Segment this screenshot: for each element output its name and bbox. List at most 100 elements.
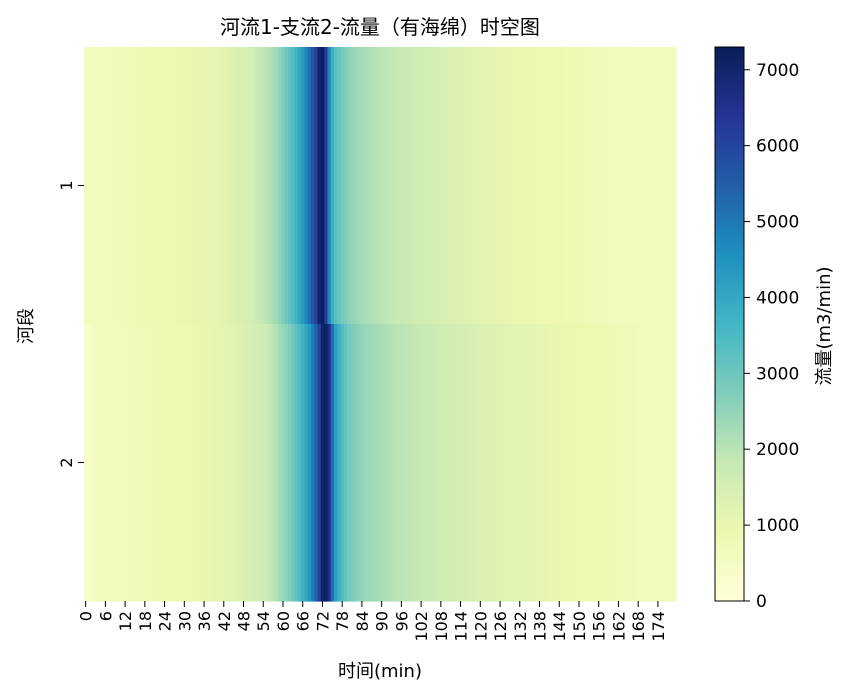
heatmap-cell bbox=[116, 47, 121, 325]
heatmap-cell bbox=[445, 324, 450, 602]
heatmap-cell bbox=[103, 47, 108, 325]
heatmap-cell bbox=[287, 47, 292, 325]
heatmap-cell bbox=[245, 47, 250, 325]
heatmap-cell bbox=[541, 324, 546, 602]
heatmap-cell bbox=[218, 47, 223, 325]
heatmap-cell bbox=[439, 324, 444, 602]
heatmap-cell bbox=[380, 47, 384, 325]
heatmap-cell bbox=[320, 47, 325, 325]
heatmap-cell bbox=[314, 324, 319, 602]
heatmap-row-1 bbox=[84, 47, 677, 325]
heatmap-cell bbox=[205, 324, 210, 602]
heatmap-cell bbox=[593, 47, 598, 325]
heatmap-cell bbox=[514, 324, 519, 602]
heatmap-cell bbox=[606, 47, 611, 325]
heatmap-cell bbox=[478, 47, 483, 325]
heatmap-cell bbox=[284, 324, 289, 602]
heatmap-cell bbox=[435, 324, 440, 602]
heatmap-cell bbox=[100, 324, 105, 602]
heatmap-cell bbox=[264, 324, 269, 602]
colorbar: 0 1000 2000 3000 4000 5000 6000 7000 流量(m3/min) bbox=[714, 46, 835, 612]
heatmap-cell bbox=[245, 324, 250, 602]
heatmap-cell bbox=[255, 47, 259, 325]
x-axis-label: 时间(min) bbox=[338, 661, 422, 682]
heatmap-cell bbox=[567, 47, 572, 325]
heatmap-cell bbox=[491, 324, 496, 602]
y-tick-label: 1 bbox=[57, 180, 76, 190]
heatmap-cell bbox=[356, 324, 361, 602]
heatmap-cell bbox=[659, 47, 664, 325]
heatmap-cell bbox=[666, 47, 671, 325]
heatmap-cell bbox=[281, 324, 286, 602]
heatmap-cell bbox=[287, 324, 292, 602]
x-tick-label: 114 bbox=[452, 611, 471, 642]
heatmap-cell bbox=[143, 324, 148, 602]
heatmap-cell bbox=[518, 324, 523, 602]
heatmap-cell bbox=[90, 47, 95, 325]
heatmap-cell bbox=[169, 47, 174, 325]
heatmap-cell bbox=[314, 47, 319, 325]
heatmap-cell bbox=[327, 47, 332, 325]
heatmap-cell bbox=[366, 324, 371, 602]
heatmap-cell bbox=[393, 47, 398, 325]
heatmap-cell bbox=[511, 324, 516, 602]
heatmap-cell bbox=[199, 47, 203, 325]
heatmap-cell bbox=[577, 324, 582, 602]
heatmap-cell bbox=[228, 324, 233, 602]
heatmap-cell bbox=[389, 47, 394, 325]
heatmap-cell bbox=[370, 47, 375, 325]
heatmap-cell bbox=[449, 47, 453, 325]
heatmap-cell bbox=[172, 47, 177, 325]
heatmap-cell bbox=[399, 324, 404, 602]
heatmap-cell bbox=[521, 324, 526, 602]
heatmap-cell bbox=[455, 47, 460, 325]
x-tick-label: 48 bbox=[235, 611, 254, 631]
heatmap-cell bbox=[593, 324, 598, 602]
heatmap-cell bbox=[176, 47, 180, 325]
heatmap-cell bbox=[126, 47, 131, 325]
heatmap-cell bbox=[337, 47, 342, 325]
heatmap-cell bbox=[383, 324, 388, 602]
x-tick-label: 30 bbox=[175, 611, 194, 631]
heatmap-cell bbox=[205, 47, 210, 325]
heatmap-cell bbox=[133, 47, 138, 325]
heatmap-cell bbox=[202, 324, 207, 602]
heatmap-cell bbox=[261, 324, 266, 602]
heatmap-cell bbox=[333, 47, 338, 325]
heatmap-cell bbox=[333, 324, 338, 602]
heatmap-cell bbox=[268, 47, 273, 325]
x-tick-label: 168 bbox=[629, 611, 648, 642]
heatmap-cell bbox=[626, 324, 631, 602]
heatmap-cell bbox=[291, 324, 296, 602]
heatmap-cell bbox=[110, 324, 115, 602]
heatmap-cell bbox=[159, 47, 164, 325]
x-tick-label: 42 bbox=[215, 611, 234, 631]
colorbar-label: 流量(m3/min) bbox=[814, 266, 835, 385]
heatmap-cell bbox=[330, 324, 335, 602]
heatmap-cell bbox=[126, 324, 131, 602]
heatmap-cell bbox=[551, 47, 555, 325]
heatmap-cell bbox=[139, 324, 144, 602]
heatmap-cell bbox=[574, 324, 578, 602]
heatmap-cell bbox=[370, 324, 375, 602]
heatmap-cell bbox=[610, 47, 615, 325]
heatmap-cell bbox=[472, 47, 476, 325]
heatmap-cell bbox=[360, 47, 365, 325]
heatmap-cell bbox=[301, 47, 305, 325]
heatmap-cell bbox=[393, 324, 398, 602]
x-tick-label: 54 bbox=[254, 611, 273, 631]
colorbar-tick-label: 7000 bbox=[756, 61, 799, 81]
heatmap-cell bbox=[350, 47, 355, 325]
heatmap-cell bbox=[419, 47, 424, 325]
colorbar-tick-label: 4000 bbox=[756, 288, 799, 308]
heatmap-cell bbox=[103, 324, 108, 602]
heatmap-cell bbox=[317, 324, 322, 602]
heatmap-cell bbox=[248, 324, 253, 602]
heatmap-cell bbox=[208, 47, 213, 325]
heatmap-cell bbox=[649, 47, 654, 325]
heatmap-cell bbox=[241, 47, 246, 325]
x-tick-label: 162 bbox=[609, 611, 628, 642]
heatmap-cell bbox=[258, 324, 263, 602]
heatmap-cell bbox=[225, 324, 230, 602]
